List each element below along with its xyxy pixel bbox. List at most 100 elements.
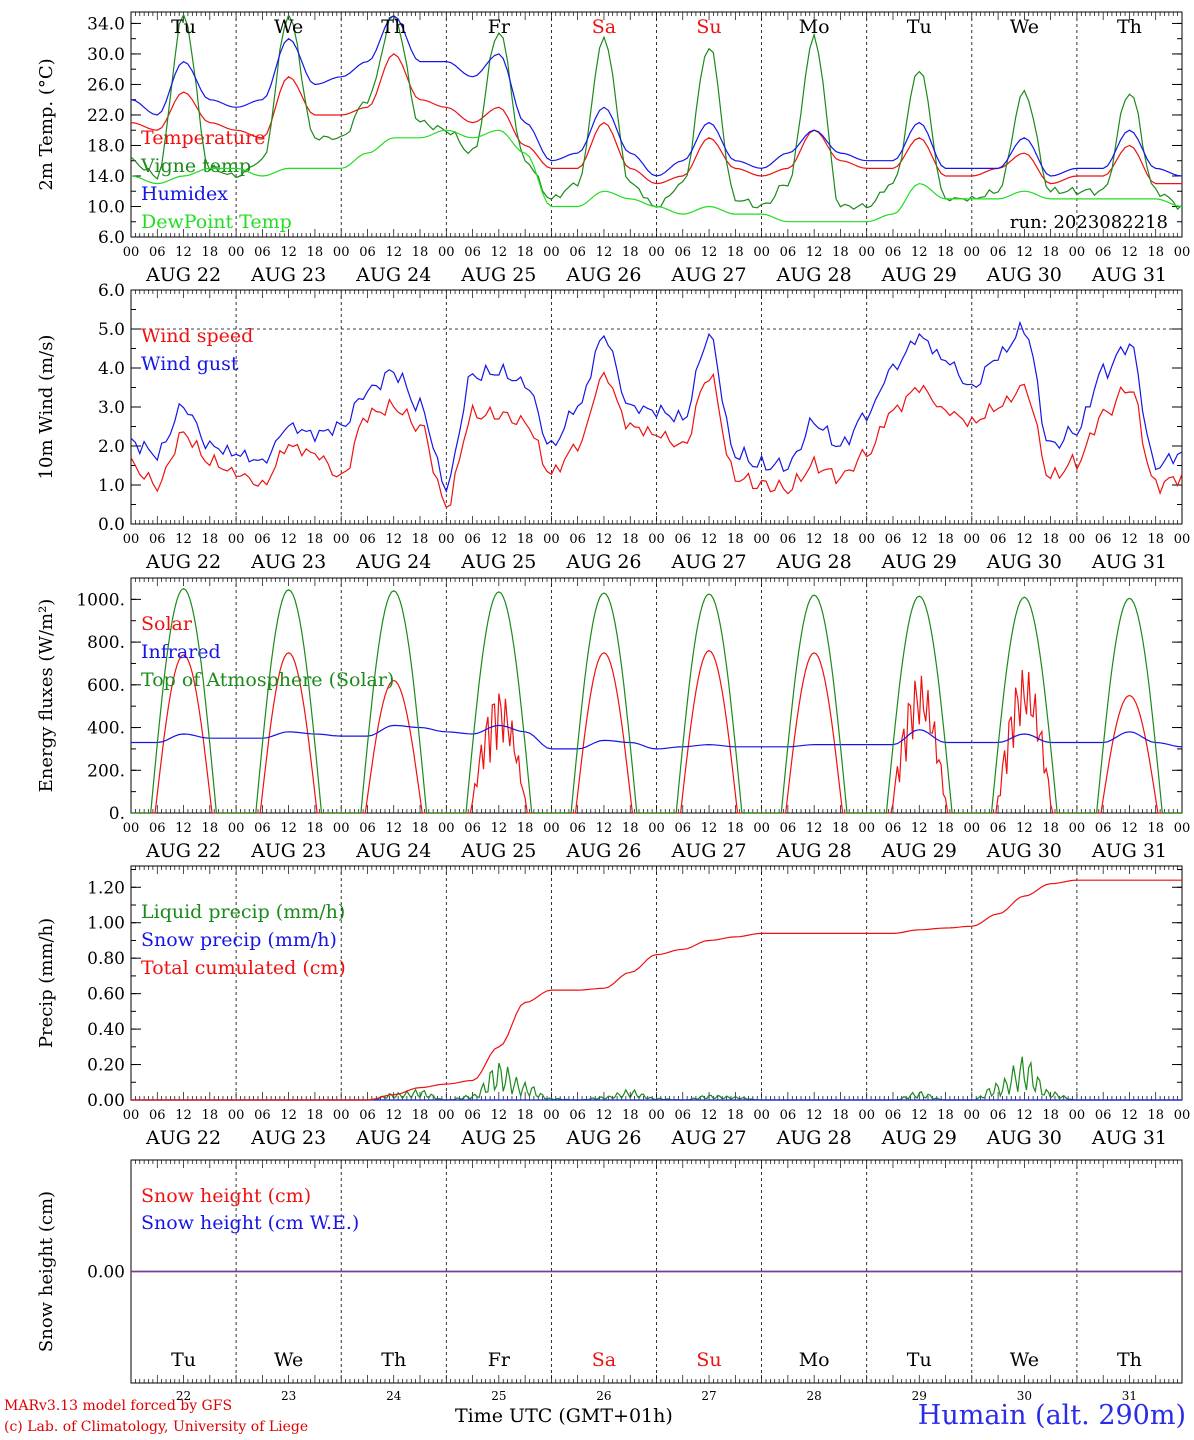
hour-label: 12 (385, 821, 402, 836)
hour-label: 12 (1121, 532, 1138, 547)
hour-label: 00 (648, 245, 665, 260)
date-label: AUG 27 (670, 1127, 746, 1149)
hour-label: 12 (491, 245, 508, 260)
hour-label: 06 (780, 821, 797, 836)
legend-entry: Wind gust (141, 353, 239, 375)
hour-label: 12 (1016, 1108, 1033, 1123)
y-tick-label: 22.0 (87, 106, 125, 126)
hour-label: 00 (123, 1108, 140, 1123)
y-tick-label: 6.0 (98, 228, 125, 248)
hour-label: 18 (832, 1108, 849, 1123)
weekday-label: Tu (907, 16, 932, 38)
hour-label: 18 (832, 821, 849, 836)
date-label: AUG 28 (776, 551, 852, 573)
hour-label: 18 (202, 245, 219, 260)
date-label: AUG 25 (460, 840, 536, 862)
y-tick-label: 34.0 (87, 14, 125, 34)
weekday-label: We (274, 1349, 303, 1371)
hour-label: 18 (937, 821, 954, 836)
legend-entry: Solar (141, 613, 193, 635)
hour-label: 00 (964, 245, 981, 260)
hour-label: 06 (990, 821, 1007, 836)
hour-label: 06 (464, 245, 481, 260)
hour-label: 18 (832, 245, 849, 260)
hour-label: 00 (648, 1108, 665, 1123)
series-line-2 (130, 320, 1183, 494)
hour-label: 00 (648, 821, 665, 836)
hour-label: 12 (385, 245, 402, 260)
hour-label: 06 (885, 821, 902, 836)
date-label: AUG 23 (250, 551, 326, 573)
hour-label: 06 (675, 821, 692, 836)
y-tick-label: 30.0 (87, 45, 125, 65)
y-tick-label: 0.60 (87, 985, 125, 1005)
date-label: AUG 29 (881, 551, 957, 573)
hour-label: 12 (911, 1108, 928, 1123)
y-tick-label: 0.80 (87, 949, 125, 969)
hour-label: 00 (228, 532, 245, 547)
hour-label: 00 (543, 245, 560, 260)
hour-label: 06 (780, 245, 797, 260)
y-axis-label: 10m Wind (m/s) (36, 335, 57, 480)
hour-label: 12 (280, 245, 297, 260)
day-number-label: 22 (176, 1389, 191, 1403)
hour-label: 06 (254, 532, 271, 547)
y-tick-label: 0.40 (87, 1020, 125, 1040)
hour-label: 18 (937, 245, 954, 260)
date-label: AUG 27 (670, 264, 746, 286)
series-line-3 (131, 879, 1182, 1101)
hour-label: 06 (464, 821, 481, 836)
date-label: AUG 29 (881, 840, 957, 862)
hour-label: 18 (1042, 532, 1059, 547)
series-line-3 (130, 15, 1183, 177)
hour-label: 06 (1095, 821, 1112, 836)
date-label: AUG 28 (776, 1127, 852, 1149)
hour-label: 00 (333, 821, 350, 836)
chart-panel-5: 0.00 Snow height (cm) Snow height (cm) Snow… (36, 1159, 1183, 1403)
hour-label: 06 (254, 1108, 271, 1123)
hour-label: 18 (727, 821, 744, 836)
hour-label: 18 (622, 245, 639, 260)
weekday-label: We (1010, 16, 1039, 38)
hour-label: 12 (1016, 245, 1033, 260)
series-line-3 (131, 588, 1182, 814)
hour-label: 18 (412, 821, 429, 836)
legend-entry: Humidex (141, 183, 228, 205)
station-name: Humain (alt. 290m) (917, 1400, 1186, 1431)
hour-label: 12 (491, 532, 508, 547)
hour-label: 12 (701, 245, 718, 260)
date-label: AUG 23 (250, 840, 326, 862)
hour-label: 12 (806, 245, 823, 260)
y-tick-label: 200. (87, 761, 125, 781)
hour-label: 18 (1147, 1108, 1164, 1123)
day-number-label: 29 (912, 1389, 927, 1403)
hour-label: 12 (385, 1108, 402, 1123)
y-tick-label: 0.0 (98, 515, 125, 535)
hour-label: 06 (149, 1108, 166, 1123)
hour-label: 18 (622, 532, 639, 547)
hour-label: 12 (701, 1108, 718, 1123)
hour-label: 06 (359, 245, 376, 260)
hour-label: 06 (1095, 532, 1112, 547)
date-label: AUG 30 (986, 1127, 1062, 1149)
hour-label: 06 (464, 532, 481, 547)
hour-label: 12 (911, 821, 928, 836)
hour-label: 12 (1121, 1108, 1138, 1123)
hour-label: 18 (412, 245, 429, 260)
hour-label: 18 (1042, 245, 1059, 260)
legend-entry: Liquid precip (mm/h) (141, 901, 345, 923)
y-tick-label: 800. (87, 633, 125, 653)
run-label: run: 2023082218 (1010, 212, 1168, 233)
hour-label: 00 (1069, 1108, 1086, 1123)
weekday-label: Fr (488, 1349, 511, 1371)
hour-label: 12 (806, 532, 823, 547)
hour-label: 18 (517, 1108, 534, 1123)
hour-label: 12 (911, 245, 928, 260)
hour-label: 06 (780, 532, 797, 547)
hour-label: 18 (412, 532, 429, 547)
hour-label: 00 (543, 532, 560, 547)
weekday-label: Fr (488, 16, 511, 38)
hour-label: 00 (1069, 821, 1086, 836)
hour-label: 18 (517, 245, 534, 260)
